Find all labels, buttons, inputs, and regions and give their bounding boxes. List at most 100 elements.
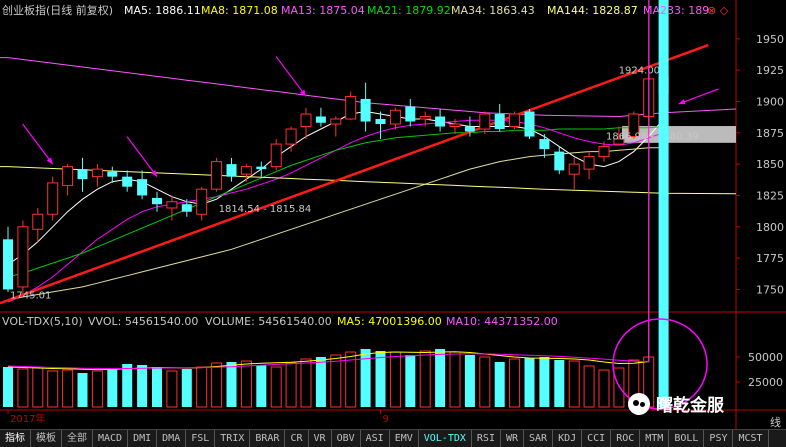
- price-tick-label: 1775: [756, 252, 784, 265]
- tab-boll[interactable]: BOLL: [669, 430, 705, 447]
- trend-line: [0, 43, 709, 305]
- volume-bar-up: [509, 358, 521, 408]
- volume-bar-down: [137, 365, 148, 407]
- volume-bar-down: [435, 349, 446, 407]
- candle-body-down: [539, 139, 550, 150]
- candle-body-down: [360, 98, 371, 122]
- volume-bar-down: [256, 365, 267, 407]
- candle-body-down: [181, 204, 192, 212]
- ma13-value: MA13: 1875.04: [281, 4, 365, 17]
- candle-body-up: [17, 226, 29, 288]
- volume-header: VOL-TDX(5,10) VVOL: 54561540.00 VOLUME: …: [2, 315, 558, 328]
- tab-kdj[interactable]: KDJ: [553, 430, 583, 447]
- pointer-arrow-shaft: [22, 123, 54, 165]
- volume-bar-down: [494, 362, 505, 407]
- candle-body-up: [419, 115, 431, 120]
- candle-body-up: [509, 113, 521, 128]
- volume-bar-up: [449, 351, 461, 408]
- volume-bar-up: [389, 351, 401, 408]
- candle-body-down: [494, 113, 505, 130]
- pointer-arrow-shaft: [275, 56, 307, 97]
- price-tick-label: 1925: [756, 64, 784, 77]
- vol-ma5-value: MA5: 47001396.00: [337, 315, 442, 328]
- candle-body-up: [389, 109, 401, 125]
- tab-指标[interactable]: 指标: [0, 430, 31, 447]
- indicator-tab-bar[interactable]: 指标 模板 全部 MACD DMI DMA FSL TRIX BRAR CR VR OBV ASI EMV…: [0, 429, 786, 447]
- candle-body-up: [211, 161, 223, 190]
- volume-bar-up: [330, 354, 342, 408]
- volume-bar-up: [568, 360, 580, 408]
- corner-label: 线: [770, 415, 781, 429]
- volume-bar-down: [539, 357, 550, 407]
- tab-mcst[interactable]: MCST: [733, 430, 769, 447]
- tab-全部[interactable]: 全部: [62, 430, 93, 447]
- volume-bar-down: [524, 358, 535, 407]
- volume-bar-down: [181, 369, 192, 407]
- tab-mtm[interactable]: MTM: [640, 430, 670, 447]
- tab-vr[interactable]: VR: [309, 430, 332, 447]
- tab-dmi[interactable]: DMI: [128, 430, 158, 447]
- tab-vol-tdx[interactable]: VOL-TDX: [419, 430, 472, 447]
- candle-body-up: [479, 113, 491, 130]
- price-annotation: 1866.98 - 1880.39: [606, 131, 699, 142]
- ma-line-ma233: [0, 57, 737, 118]
- nav-icons[interactable]: ⊗ ◇: [707, 4, 729, 17]
- tab-trix[interactable]: TRIX: [215, 430, 251, 447]
- volume-bar-up: [285, 362, 297, 408]
- candle-body-up: [166, 201, 178, 209]
- candle-body-up: [300, 113, 312, 128]
- tab-obv[interactable]: OBV: [332, 430, 361, 447]
- volume-bar-up: [47, 370, 59, 408]
- volume-bar-down: [152, 367, 162, 407]
- tab-cr[interactable]: CR: [285, 430, 309, 447]
- volume-ma5-line: [7, 0, 650, 371]
- tab-emv[interactable]: EMV: [390, 430, 419, 447]
- candle-body-up: [285, 128, 297, 145]
- candle-body-up: [598, 146, 610, 158]
- candle-body-down: [137, 179, 148, 196]
- candle-body-up: [32, 213, 44, 230]
- volume-bar-up: [583, 365, 595, 408]
- volume-bar-down: [315, 357, 326, 407]
- volume-bar-up: [240, 360, 252, 408]
- price-annotation: 1924.00: [619, 65, 660, 76]
- candle-body-down: [315, 116, 326, 123]
- candle-body-down: [3, 239, 13, 290]
- watermark: 曙乾金服: [628, 391, 724, 416]
- tab-dma[interactable]: DMA: [157, 430, 187, 447]
- tab-brar[interactable]: BRAR: [250, 430, 286, 447]
- candle-body-up: [240, 166, 252, 175]
- price-tick-label: 1850: [756, 158, 784, 171]
- ma-line-ma21: [7, 126, 664, 278]
- date-tick-label: 9: [383, 414, 389, 425]
- candle-body-up: [47, 182, 59, 215]
- candle-body-up: [62, 166, 74, 186]
- tab-模板[interactable]: 模板: [31, 430, 62, 447]
- tab-fsl[interactable]: FSL: [186, 430, 216, 447]
- volume-bar-down: [77, 373, 88, 407]
- volume-panel[interactable]: [3, 0, 708, 410]
- wechat-icon: [628, 392, 650, 415]
- tab-rsi[interactable]: RSI: [472, 430, 501, 447]
- candle-body-down: [524, 111, 535, 137]
- ma233-value: MA233: 189: [643, 4, 709, 17]
- candle-body-down: [122, 176, 133, 187]
- volume-bar-up: [211, 362, 223, 408]
- highlight-circle: [612, 318, 708, 410]
- price-tick-label: 1900: [756, 95, 784, 108]
- candle-body-up: [196, 188, 208, 215]
- volume-bar-up: [598, 369, 610, 408]
- tab-sar[interactable]: SAR: [524, 430, 554, 447]
- price-tick-label: 1825: [756, 189, 784, 202]
- tab-wr[interactable]: WR: [501, 430, 525, 447]
- volume-bar-up: [270, 366, 282, 408]
- tab-asi[interactable]: ASI: [361, 430, 390, 447]
- tab-roc[interactable]: ROC: [611, 430, 641, 447]
- chart-title: 创业板指(日线 前复权): [2, 3, 113, 17]
- tab-psy[interactable]: PSY: [704, 430, 734, 447]
- vol-ma10-value: MA10: 44371352.00: [446, 315, 558, 328]
- candle-body-up: [449, 123, 461, 128]
- tab-cci[interactable]: CCI: [582, 430, 612, 447]
- tab-macd[interactable]: MACD: [93, 430, 129, 447]
